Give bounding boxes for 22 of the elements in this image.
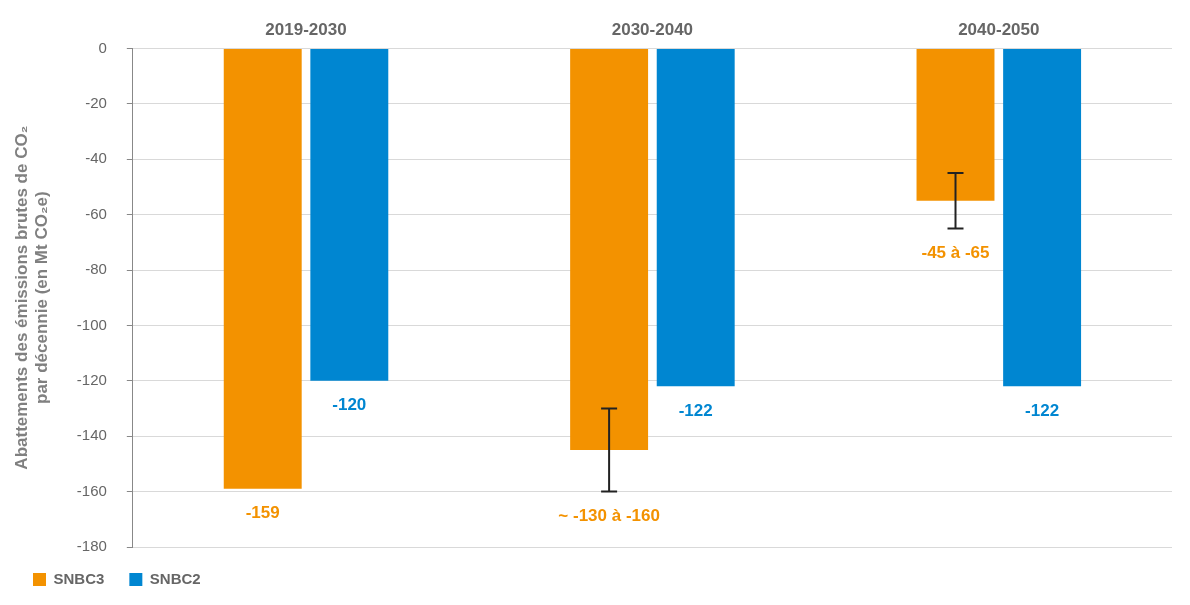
data-label: -122 xyxy=(1025,400,1060,420)
y-tick-label: -80 xyxy=(85,260,107,278)
x-tick-label: 2019-2030 xyxy=(265,19,347,39)
y-tick-label: -140 xyxy=(76,426,107,444)
x-tick-label: 2030-2040 xyxy=(611,19,694,39)
y-axis-title: Abattements des émissions brutes de CO₂ par décennie (en Mt CO₂e) xyxy=(11,125,52,470)
y-tick-label: -160 xyxy=(76,481,107,499)
y-tick-label: -180 xyxy=(76,537,107,555)
legend-label: SNBC3 xyxy=(53,569,105,587)
y-tick-label: 0 xyxy=(98,38,107,56)
data-label: -122 xyxy=(678,400,713,420)
annotation: -45 à -65 xyxy=(921,242,990,262)
y-tick-label: -120 xyxy=(76,370,107,388)
y-tick-label: -20 xyxy=(85,93,107,111)
y-tick-label: -100 xyxy=(76,315,107,333)
annotation: ~ -130 à -160 xyxy=(558,505,660,525)
y-tick-label: -60 xyxy=(85,204,107,222)
x-tick-label: 2040-2050 xyxy=(958,19,1040,39)
data-label: -159 xyxy=(245,503,280,523)
data-label: -120 xyxy=(332,394,367,414)
y-tick-label: -40 xyxy=(85,149,107,167)
legend-label: SNBC2 xyxy=(149,569,201,587)
